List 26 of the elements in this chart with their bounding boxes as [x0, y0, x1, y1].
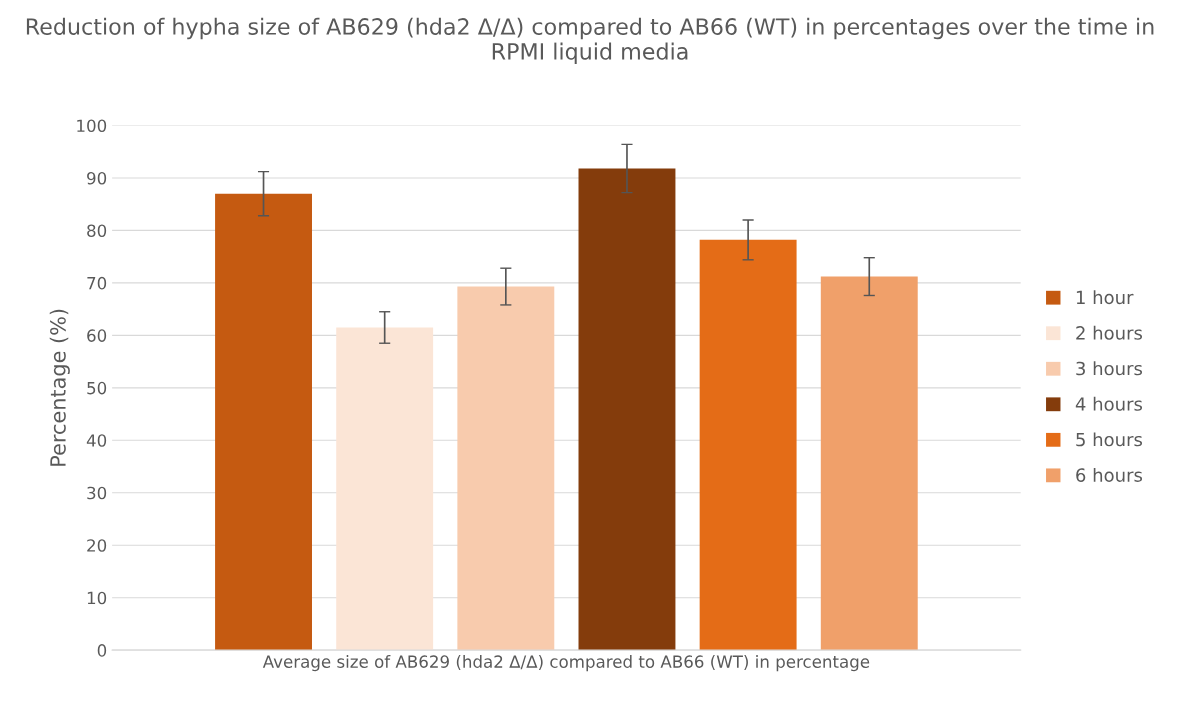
- y-axis-title: Percentage (%): [49, 309, 70, 466]
- bar: [336, 327, 434, 651]
- chart-title: Reduction of hypha size of AB629 (hda2 Δ/Δ) compared to AB66 (WT) in percentages over the time in RPMI liquid media: [26, 17, 1154, 65]
- bar: [699, 239, 797, 651]
- legend-label: 6 hours: [1076, 467, 1143, 482]
- y-tick-label: 90: [87, 171, 107, 185]
- y-tick-label: 40: [86, 434, 107, 447]
- y-tick-label: 50: [87, 381, 107, 395]
- bar: [578, 168, 676, 651]
- x-tick-label: Average size of AB629 (hda2 Δ/Δ) compared to AB66 (WT) in percentage: [262, 655, 870, 672]
- legend-label: 4 hours: [1075, 396, 1143, 411]
- legend-label: 3 hours: [1076, 361, 1143, 376]
- y-tick-label: 0: [97, 644, 107, 657]
- bar: [820, 276, 918, 651]
- y-tick-label: 30: [87, 486, 107, 500]
- legend-label: 2 hours: [1076, 325, 1143, 340]
- y-tick-label: 100: [77, 119, 107, 133]
- bar: [215, 193, 312, 651]
- y-tick-label: 70: [87, 276, 107, 290]
- bar: [457, 286, 555, 651]
- y-tick-label: 80: [87, 224, 107, 237]
- legend-label: 5 hours: [1076, 432, 1143, 447]
- y-tick-label: 20: [87, 539, 107, 552]
- y-tick-label: 10: [87, 591, 107, 605]
- y-tick-label: 60: [87, 329, 107, 342]
- legend-label: 1 hour: [1076, 290, 1134, 305]
